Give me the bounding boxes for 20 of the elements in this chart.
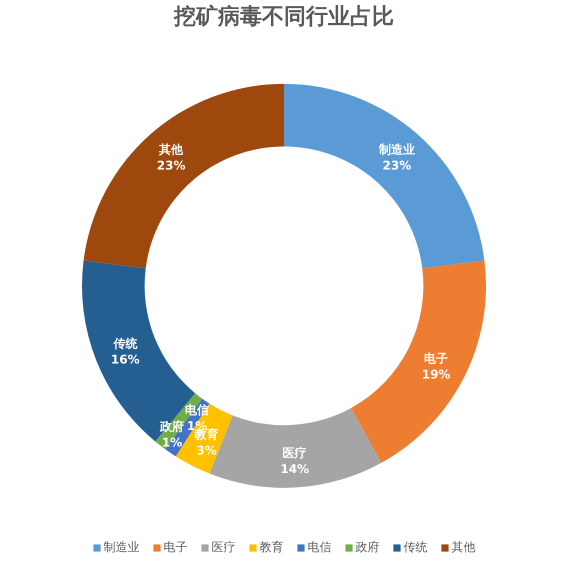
legend-label: 教育 [260, 539, 284, 556]
slice-label: 医疗 [282, 446, 307, 460]
legend-label: 制造业 [104, 539, 140, 556]
data-label: 23% [156, 158, 186, 173]
data-label: 14% [280, 462, 310, 476]
data-label: 3% [196, 444, 217, 458]
legend-label: 其他 [452, 539, 476, 556]
chart-title: 挖矿病毒不同行业占比 [173, 4, 394, 30]
legend-label: 电子 [164, 539, 188, 556]
legend-label: 电信 [308, 539, 332, 556]
data-label: 19% [422, 368, 450, 382]
slice-label: 电子 [424, 352, 448, 366]
slice-label: 传统 [112, 336, 138, 351]
legend-label: 医疗 [212, 539, 236, 556]
slice-label: 制造业 [378, 142, 415, 157]
data-label: 16% [110, 352, 140, 367]
data-label: 23% [382, 158, 412, 173]
legend-label: 政府 [356, 539, 380, 556]
legend-label: 传统 [404, 539, 428, 556]
slice-label: 其他 [158, 142, 184, 157]
